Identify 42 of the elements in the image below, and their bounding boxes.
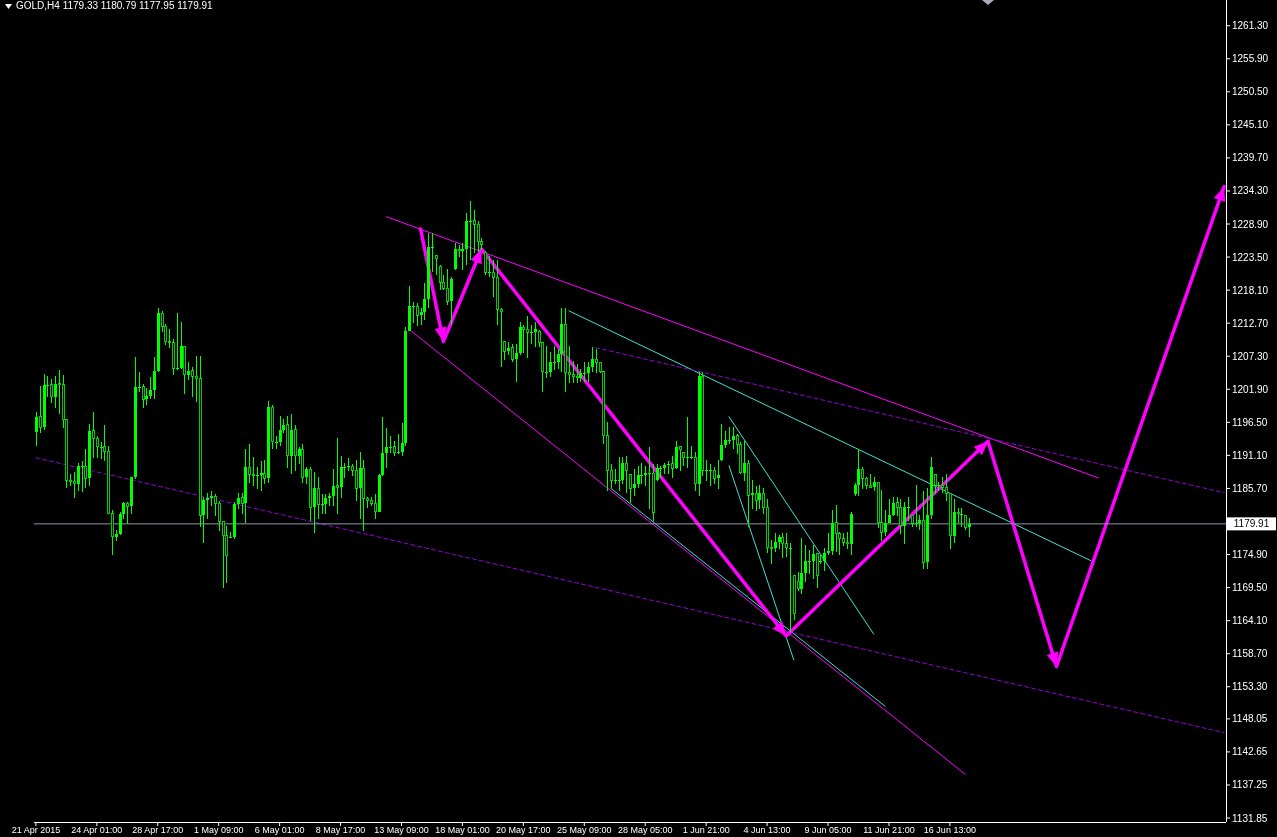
- y-tick-label: 1169.50: [1232, 582, 1268, 594]
- x-tick-label: 18 May 01:00: [435, 825, 490, 835]
- y-tick-label: 1239.70: [1232, 152, 1269, 164]
- x-tick-label: 4 Jun 13:00: [743, 825, 791, 835]
- y-tick-label: 1228.90: [1232, 218, 1269, 230]
- y-tick-label: 1223.50: [1232, 251, 1269, 263]
- x-tick-label: 13 May 09:00: [374, 825, 429, 835]
- x-tick-label: 24 Apr 01:00: [71, 825, 123, 835]
- y-tick-label: 1218.10: [1232, 284, 1269, 296]
- y-tick-label: 1131.85: [1232, 812, 1268, 824]
- y-tick-label: 1196.50: [1232, 416, 1268, 428]
- y-tick-label: 1164.10: [1232, 615, 1268, 627]
- y-tick-label: 1234.30: [1232, 185, 1269, 197]
- x-tick-label: 16 Jun 13:00: [923, 825, 976, 835]
- y-tick-label: 1207.30: [1232, 350, 1269, 362]
- y-tick-label: 1245.10: [1232, 119, 1269, 131]
- y-tick-label: 1212.70: [1232, 317, 1269, 329]
- x-tick-label: 6 May 01:00: [254, 825, 305, 835]
- y-tick-label: 1174.90: [1232, 549, 1268, 561]
- y-tick-label: 1142.65: [1232, 746, 1268, 758]
- y-tick-label: 1185.70: [1232, 482, 1268, 494]
- y-tick-label: 1153.30: [1232, 681, 1268, 693]
- y-tick-label: 1261.30: [1232, 20, 1269, 32]
- x-tick-label: 8 May 17:00: [315, 825, 366, 835]
- y-tick-label: 1158.70: [1232, 648, 1268, 660]
- y-tick-label: 1137.25: [1232, 779, 1268, 791]
- x-tick-label: 11 Jun 21:00: [863, 825, 915, 835]
- x-tick-label: 25 May 09:00: [557, 825, 612, 835]
- x-tick-label: 20 May 17:00: [496, 825, 551, 835]
- y-tick-label: 1255.90: [1232, 53, 1269, 65]
- x-tick-label: 28 Apr 17:00: [132, 825, 184, 835]
- x-tick-label: 21 Apr 2015: [11, 825, 61, 835]
- chart-title: GOLD,H4 1179.33 1180.79 1177.95 1179.91: [16, 0, 214, 11]
- x-tick-label: 28 May 05:00: [617, 825, 673, 835]
- x-tick-label: 1 Jun 21:00: [682, 825, 730, 835]
- y-tick-label: 1148.05: [1232, 713, 1268, 725]
- x-tick-label: 1 May 09:00: [193, 825, 244, 835]
- y-tick-label: 1250.50: [1232, 86, 1269, 98]
- y-tick-label: 1191.10: [1232, 449, 1268, 461]
- ref-line-label: 1179.91: [1233, 518, 1270, 530]
- x-tick-label: 9 Jun 05:00: [804, 825, 852, 835]
- y-tick-label: 1201.90: [1232, 383, 1269, 395]
